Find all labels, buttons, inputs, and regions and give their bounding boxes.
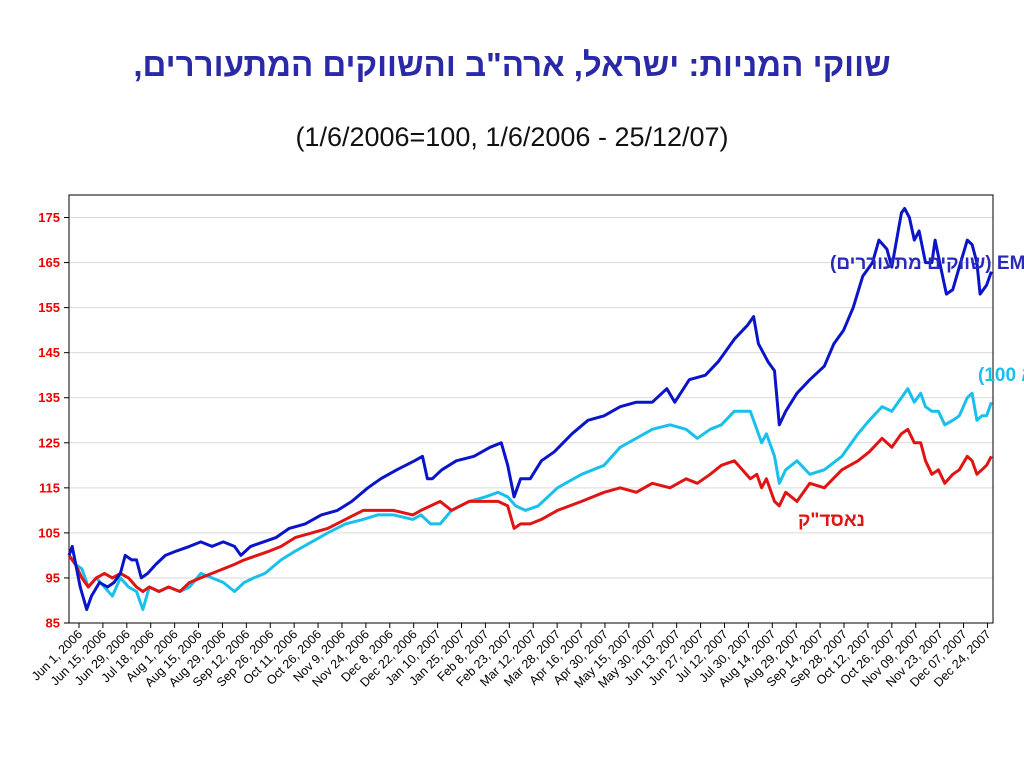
y-tick-label: 95 <box>46 570 60 585</box>
y-tick-label: 165 <box>38 255 60 270</box>
y-tick-label: 105 <box>38 525 60 540</box>
y-tick-label: 155 <box>38 300 60 315</box>
series-line-2 <box>67 427 993 593</box>
series-label-1: ישראל (ת"א 100) <box>978 365 1024 386</box>
y-tick-label: 135 <box>38 390 60 405</box>
chart-title: שווקי המניות: ישראל, ארה"ב והשווקים המתע… <box>133 46 891 83</box>
y-tick-label: 175 <box>38 210 60 225</box>
series-layer <box>67 207 993 611</box>
grid-layer <box>69 217 993 624</box>
y-tick-label: 115 <box>39 480 60 495</box>
series-labels: EM (שווקים מתעוררים) ישראל (ת"א 100) נאסד"… <box>798 253 1024 531</box>
y-tick-label: 145 <box>38 345 60 360</box>
y-axis: 85 95 105 115 125 135 145 155 165 175 <box>38 210 69 631</box>
y-tick-label: 125 <box>38 435 60 450</box>
series-line-0 <box>67 207 993 611</box>
plot-frame <box>68 194 994 624</box>
series-label-0: EM (שווקים מתעוררים) <box>830 253 1024 274</box>
series-label-2: נאסד"ק <box>798 510 865 531</box>
y-tick-label: 85 <box>46 616 60 631</box>
chart-subtitle: (1/6/2006=100, 1/6/2006 - 25/12/07) <box>295 122 729 152</box>
